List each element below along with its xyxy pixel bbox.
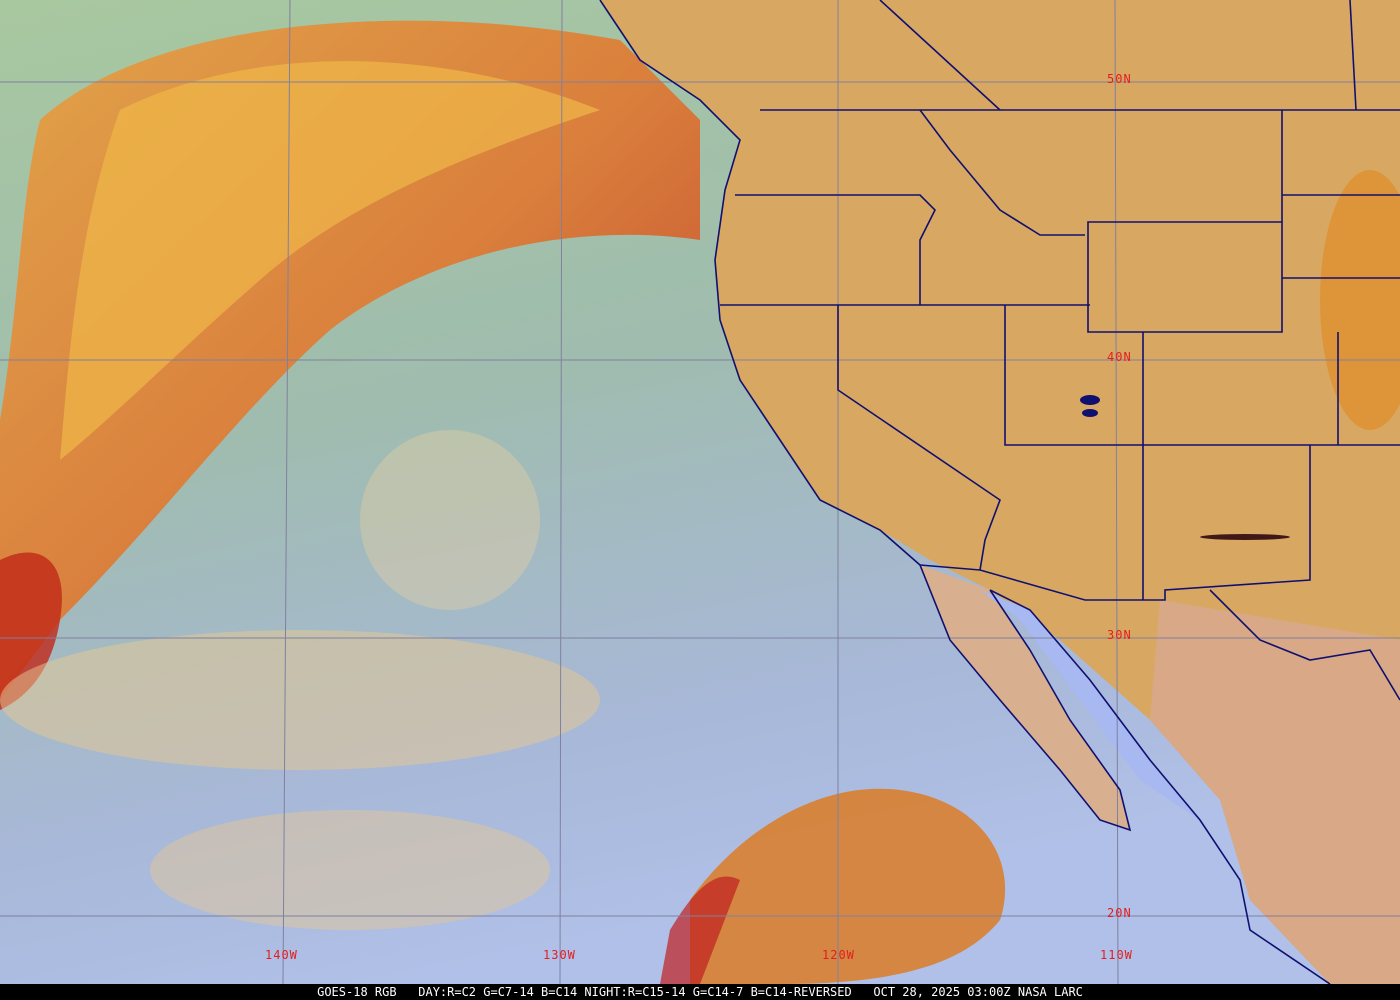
northeast-clouds — [1320, 170, 1400, 430]
image-caption: GOES-18 RGB DAY:R=C2 G=C7-14 B=C14 NIGHT… — [0, 984, 1400, 1000]
latitude-label-20n: 20N — [1107, 906, 1132, 920]
political-borders — [599, 0, 1400, 984]
longitude-label-120w: 120W — [822, 948, 855, 962]
subtropical-clouds-3 — [150, 810, 550, 930]
longitude-label-130w: 130W — [543, 948, 576, 962]
subtropical-clouds-2 — [360, 430, 540, 610]
cloud-band-core — [60, 61, 600, 460]
southern-cloud-cluster — [690, 788, 1006, 984]
southern-cloud-red — [660, 876, 740, 984]
gulf-of-california — [980, 590, 1200, 820]
western-cloud-red — [0, 552, 62, 710]
longitude-label-110w: 110W — [1100, 948, 1133, 962]
latitude-label-40n: 40N — [1107, 350, 1132, 364]
baja-peninsula — [920, 565, 1130, 830]
longitude-label-140w: 140W — [265, 948, 298, 962]
latitude-label-50n: 50N — [1107, 72, 1132, 86]
lakes — [1080, 395, 1290, 540]
mexico-land — [1150, 600, 1400, 984]
latitude-label-30n: 30N — [1107, 628, 1132, 642]
subtropical-clouds — [0, 630, 600, 770]
